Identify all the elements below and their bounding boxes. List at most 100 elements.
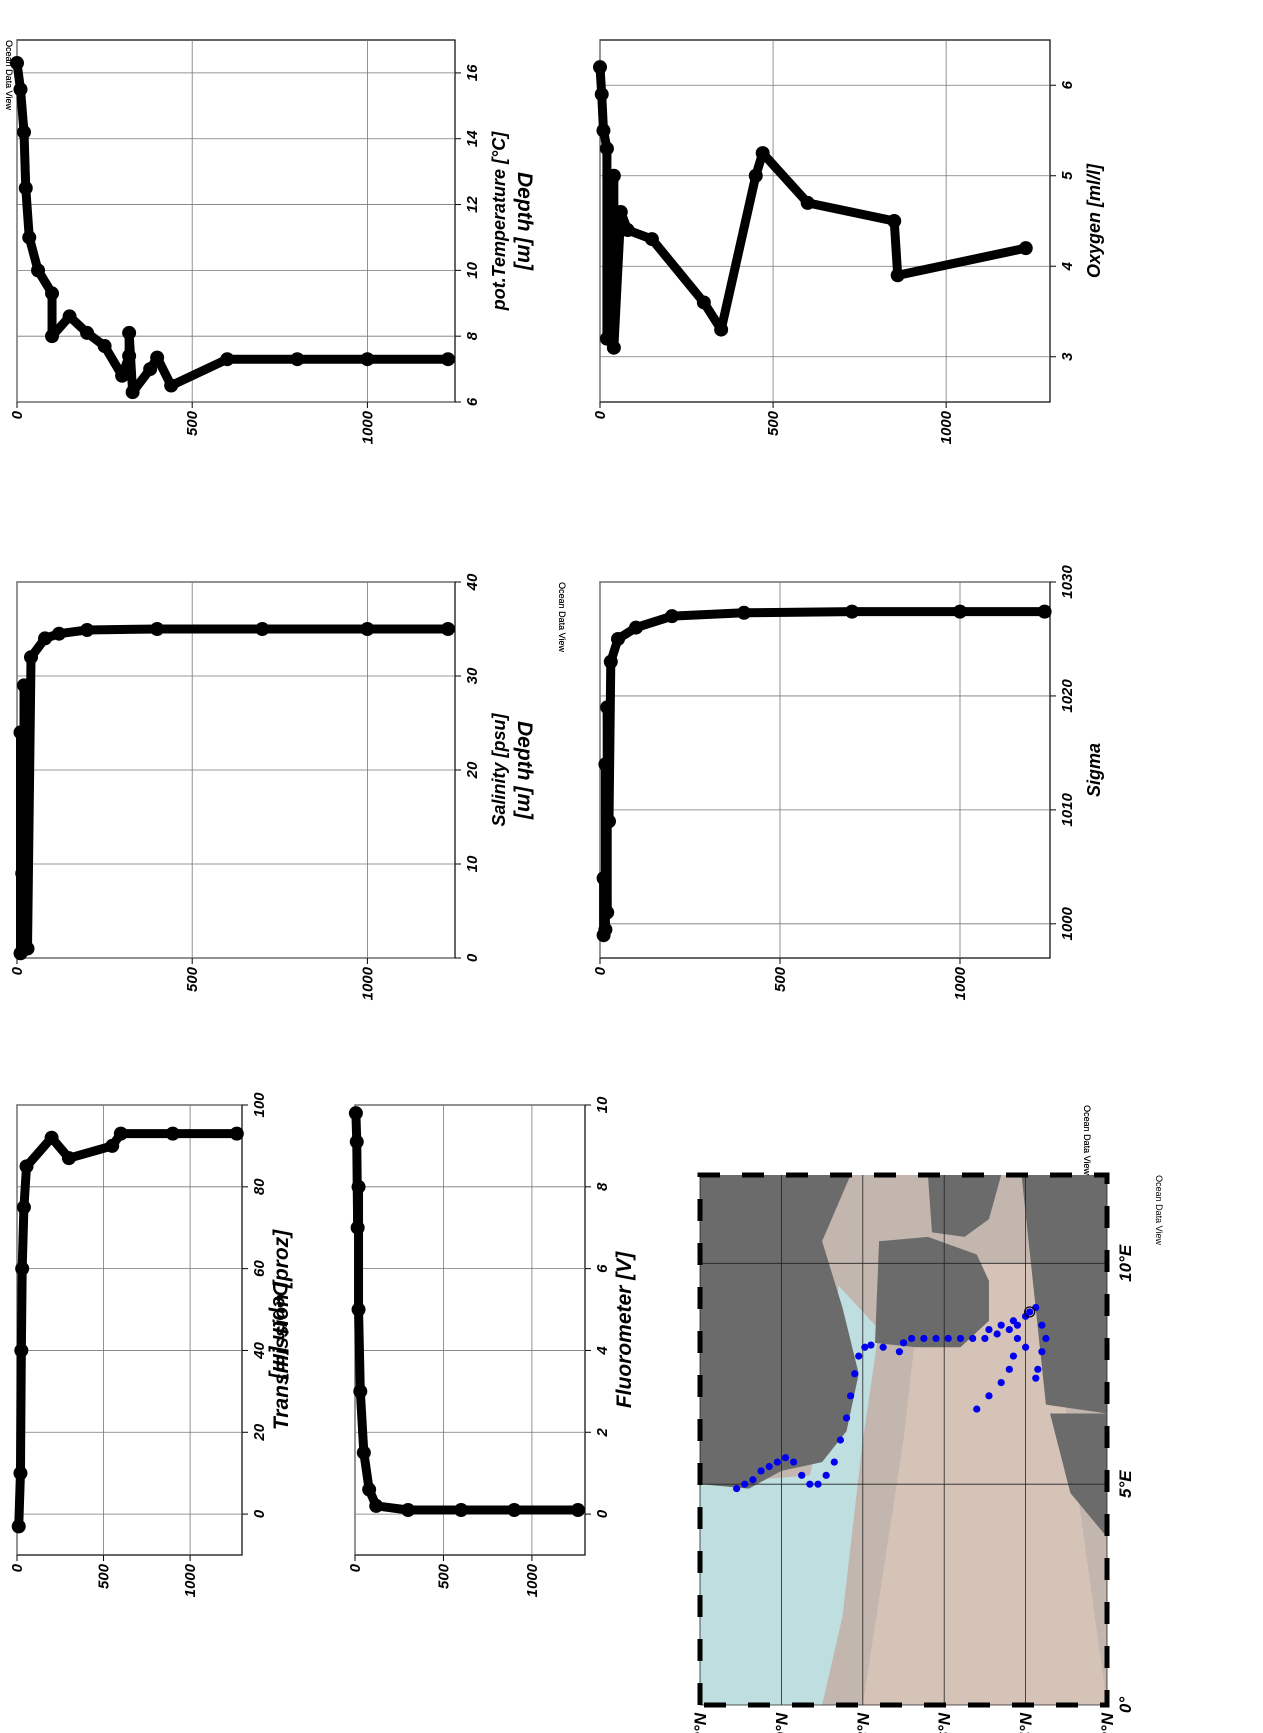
- x-tick-label: 1010: [1059, 793, 1076, 827]
- x-tick-label: 60: [251, 1260, 268, 1277]
- x-tick-label: 3: [1059, 352, 1076, 361]
- x-tick-label: 0: [594, 1509, 611, 1518]
- data-streak: [609, 207, 626, 353]
- x-tick-label: 0: [464, 953, 481, 962]
- station-map: 0° 5°E 10°E 62°N 60°N 58°N 56°N 54°N 52°N Ocean D…: [691, 1172, 1164, 1733]
- station-dot: [757, 1467, 765, 1475]
- x-tick-label: 100: [251, 1092, 268, 1118]
- y-tick-label: 500: [435, 1563, 452, 1589]
- y-tick-label: 0: [347, 1563, 364, 1572]
- station-dot: [846, 1392, 855, 1400]
- data-streak: [371, 1501, 413, 1515]
- station-dot: [895, 1348, 904, 1356]
- x-tick-label: 1020: [1059, 679, 1076, 713]
- data-streak: [351, 1108, 362, 1147]
- map-land: [927, 1175, 1002, 1237]
- data-streak: [152, 353, 176, 391]
- x-axis-label: Transmission [proz]: [270, 1229, 293, 1430]
- x-tick-label: 10: [464, 261, 481, 278]
- station-dot: [1026, 1308, 1034, 1316]
- x-tick-label: 30: [464, 667, 481, 684]
- station-dot: [985, 1325, 993, 1334]
- x-tick-label: 8: [464, 331, 481, 340]
- lon-tick-label: 5°E: [1116, 1470, 1135, 1498]
- data-streak: [128, 364, 155, 397]
- station-dot: [1032, 1374, 1040, 1382]
- station-dot: [822, 1471, 830, 1479]
- map-frame: [697, 1172, 1110, 1708]
- station-dot: [798, 1471, 806, 1479]
- station-dot: [1034, 1365, 1042, 1373]
- x-tick-label: 40: [251, 1341, 268, 1359]
- data-streak: [64, 1141, 117, 1163]
- data-streak: [739, 607, 857, 618]
- panel-salinity: 0 10 20 30 40 0 500 1000 Salinity [psu]Depth [m]…: [9, 573, 567, 1000]
- y-tick-label: 500: [184, 966, 201, 992]
- x-tick-label: 4: [1059, 261, 1076, 271]
- x-tick-label: 10: [464, 855, 481, 872]
- station-dot: [765, 1462, 773, 1471]
- station-dot: [830, 1458, 838, 1466]
- data-streak: [803, 198, 899, 226]
- y-tick-label: 0: [592, 410, 609, 419]
- map-land: [1050, 1413, 1107, 1538]
- data-streak: [124, 328, 138, 397]
- y-tick-label: 1000: [524, 1563, 541, 1597]
- data-streak: [19, 127, 31, 193]
- data-streak: [24, 232, 43, 275]
- data-streak: [166, 354, 232, 391]
- station-dot: [814, 1480, 822, 1488]
- map-land: [700, 1175, 859, 1489]
- y-tick-label: 1000: [182, 1563, 199, 1597]
- x-tick-label: 10: [594, 1096, 611, 1113]
- y-axis-label: Depth [m]: [513, 172, 536, 271]
- station-dot: [867, 1341, 875, 1349]
- x-axis-label: pot.Temperature [°C]: [489, 131, 509, 312]
- data-streak: [17, 1202, 29, 1274]
- data-streak: [597, 89, 608, 135]
- data-streak: [15, 1345, 26, 1478]
- x-tick-label: 1000: [1059, 906, 1076, 940]
- station-dot: [836, 1436, 845, 1444]
- station-dot: [1013, 1334, 1022, 1343]
- data-streak: [595, 62, 607, 99]
- x-tick-label: 8: [594, 1182, 611, 1191]
- x-tick-label: 4: [594, 1346, 611, 1356]
- data-streak: [604, 657, 616, 826]
- data-streak: [21, 183, 34, 242]
- station-dot: [1032, 1303, 1040, 1312]
- x-axis-label: Salinity [psu]: [489, 712, 509, 826]
- watermark: Ocean Data View: [1082, 1105, 1092, 1175]
- panel-sigma: 1000 1010 1020 1030 0 500 1000 Sigma Depth [m] Oc…: [513, 565, 1104, 1001]
- plot-frame: [599, 581, 1051, 959]
- data-streak: [893, 243, 1031, 280]
- station-dot: [1005, 1365, 1013, 1373]
- y-tick-label: 0: [9, 966, 26, 975]
- y-tick-label: 1000: [938, 410, 955, 444]
- x-tick-label: 1030: [1059, 565, 1076, 599]
- y-tick-label: 500: [765, 410, 782, 436]
- data-streak: [19, 1161, 32, 1212]
- station-dot: [944, 1334, 952, 1343]
- station-dot: [1009, 1317, 1017, 1325]
- x-tick-label: 6: [464, 397, 481, 406]
- station-dot: [981, 1334, 989, 1343]
- watermark: Ocean Data View: [1082, 1105, 1092, 1175]
- y-tick-label: 500: [184, 410, 201, 436]
- station-dot: [969, 1334, 977, 1343]
- station-dot: [993, 1330, 1001, 1338]
- station-dot: [985, 1392, 993, 1400]
- map-land: [875, 1236, 989, 1348]
- station-dot: [879, 1343, 887, 1351]
- data-streak: [354, 1305, 365, 1396]
- data-streak: [359, 1448, 374, 1495]
- watermark: Ocean Data View: [4, 40, 14, 110]
- station-dot: [733, 1484, 741, 1493]
- data-streak: [716, 171, 761, 335]
- data-streak: [16, 1264, 27, 1355]
- x-tick-label: 14: [464, 130, 481, 147]
- x-tick-label: 6: [1059, 80, 1076, 89]
- station-dot: [1005, 1325, 1013, 1334]
- station-dot: [1042, 1334, 1050, 1343]
